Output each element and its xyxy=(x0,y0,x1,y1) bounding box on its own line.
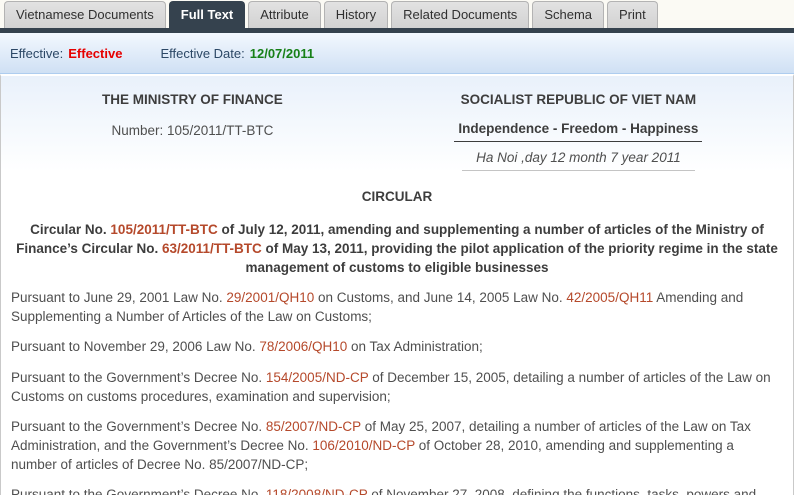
document-number-link[interactable]: 154/2005/ND-CP xyxy=(265,369,369,385)
effective-label: Effective: xyxy=(10,45,64,61)
body-paragraph: Pursuant to the Government’s Decree No. … xyxy=(11,485,783,495)
body-paragraph: Pursuant to June 29, 2001 Law No. 29/200… xyxy=(11,290,744,325)
body-paragraph: Pursuant to November 29, 2006 Law No. 78… xyxy=(11,339,483,355)
body-paragraph: Pursuant to the Government’s Decree No. … xyxy=(11,418,751,473)
document-number-link[interactable]: 118/2008/ND-CP xyxy=(265,487,368,495)
document-number-link[interactable]: 63/2011/TT-BTC xyxy=(161,240,262,256)
tab-bar: Vietnamese Documents Full Text Attribute Hi… xyxy=(0,0,794,28)
tab-related-documents[interactable]: Related Documents xyxy=(391,1,530,28)
document-number-link[interactable]: 85/2007/ND-CP xyxy=(265,418,361,434)
place-dateline: Ha Noi ,day 12 month 7 year 2011 xyxy=(462,146,695,172)
tab-full-text[interactable]: Full Text xyxy=(168,1,246,28)
national-motto: Independence - Freedom - Happiness xyxy=(454,119,703,143)
effective-date-value: 12/07/2011 xyxy=(249,45,315,61)
body-paragraph: Pursuant to the Government’s Decree No. … xyxy=(11,369,771,404)
document-number-link[interactable]: 78/2006/QH10 xyxy=(259,339,348,355)
tab-bar-underline xyxy=(0,28,794,33)
document-number-link[interactable]: 105/2011/TT-BTC xyxy=(110,221,218,237)
effective-date-label: Effective Date: xyxy=(160,45,245,61)
document-body: Pursuant to June 29, 2001 Law No. 29/200… xyxy=(11,288,783,495)
document-number-link[interactable]: 106/2010/ND-CP xyxy=(312,438,415,454)
tab-vietnamese-documents[interactable]: Vietnamese Documents xyxy=(4,1,166,28)
document-header: THE MINISTRY OF FINANCE Number: 105/2011… xyxy=(11,90,783,172)
document-type-heading: CIRCULAR xyxy=(361,189,433,205)
circular-title: Circular No. 105/2011/TT-BTC of July 12,… xyxy=(16,221,778,275)
document-number: Number: 105/2011/TT-BTC xyxy=(111,123,274,139)
document-number-link[interactable]: 42/2005/QH11 xyxy=(566,290,654,306)
effective-value: Effective xyxy=(68,45,123,61)
tab-print[interactable]: Print xyxy=(607,1,658,28)
tab-history[interactable]: History xyxy=(323,1,389,28)
document-viewer: THE MINISTRY OF FINANCE Number: 105/2011… xyxy=(0,74,794,495)
issuer-name: THE MINISTRY OF FINANCE xyxy=(102,92,283,107)
tab-attribute[interactable]: Attribute xyxy=(248,1,321,28)
tab-schema[interactable]: Schema xyxy=(532,1,605,28)
republic-title: SOCIALIST REPUBLIC OF VIET NAM xyxy=(460,92,697,107)
status-bar: Effective: Effective Effective Date: 12/… xyxy=(0,33,794,74)
document-number-link[interactable]: 29/2001/QH10 xyxy=(226,290,315,306)
